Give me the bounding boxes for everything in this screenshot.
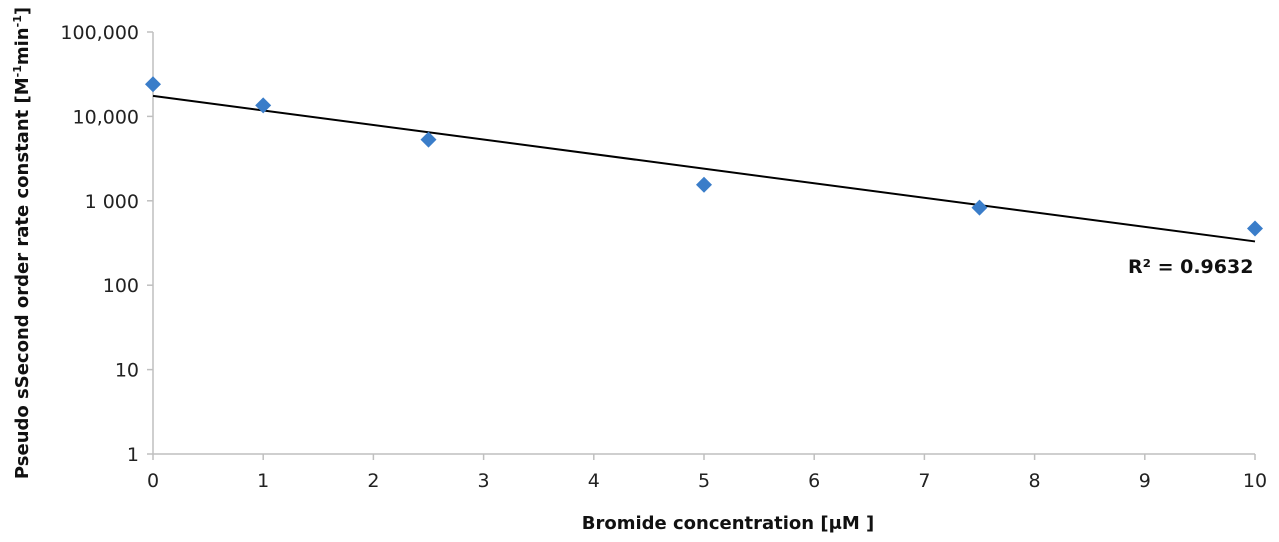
data-point xyxy=(145,76,161,93)
x-tick-label: 8 xyxy=(1029,470,1041,492)
y-tick-label: 1 xyxy=(127,444,139,466)
x-tick-label: 9 xyxy=(1139,470,1151,492)
y-tick-label: 10,000 xyxy=(73,106,139,128)
data-point xyxy=(255,97,272,114)
x-axis-ticks: 0 1 2 3 4 5 6 7 8 9 10 xyxy=(147,454,1267,492)
data-point xyxy=(971,199,988,216)
x-tick-label: 3 xyxy=(478,470,490,492)
data-point xyxy=(420,131,437,148)
x-tick-label: 10 xyxy=(1243,470,1267,492)
data-point xyxy=(1247,220,1263,237)
y-axis-title-sup1: -1 xyxy=(11,65,24,77)
y-tick-label: 100 xyxy=(103,275,139,297)
x-tick-label: 4 xyxy=(588,470,600,492)
y-tick-label: 100,000 xyxy=(60,22,139,44)
y-axis-title-sup2: -1 xyxy=(11,15,24,27)
y-axis-title-main: Pseudo sSecond order rate constant [M xyxy=(12,77,33,479)
trendline xyxy=(152,94,1256,243)
x-tick-label: 6 xyxy=(808,470,820,492)
data-points xyxy=(145,76,1263,237)
x-axis-title: Bromide concentration [μM ] xyxy=(582,513,875,534)
x-tick-label: 1 xyxy=(257,470,269,492)
y-axis-title-end: ] xyxy=(12,7,33,15)
x-tick-label: 7 xyxy=(918,470,930,492)
y-axis-title-mid: min xyxy=(12,27,33,65)
y-tick-label: 10 xyxy=(115,360,139,382)
x-tick-label: 0 xyxy=(147,470,159,492)
x-tick-label: 5 xyxy=(698,470,710,492)
y-axis-ticks: 1 10 100 1 000 10,000 100,000 xyxy=(60,22,153,466)
r-squared-label: R² = 0.9632 xyxy=(1128,256,1253,278)
x-tick-label: 2 xyxy=(367,470,379,492)
y-tick-label: 1 000 xyxy=(85,191,139,213)
y-axis-title: Pseudo sSecond order rate constant [M-1m… xyxy=(11,7,33,479)
data-point xyxy=(696,176,712,193)
